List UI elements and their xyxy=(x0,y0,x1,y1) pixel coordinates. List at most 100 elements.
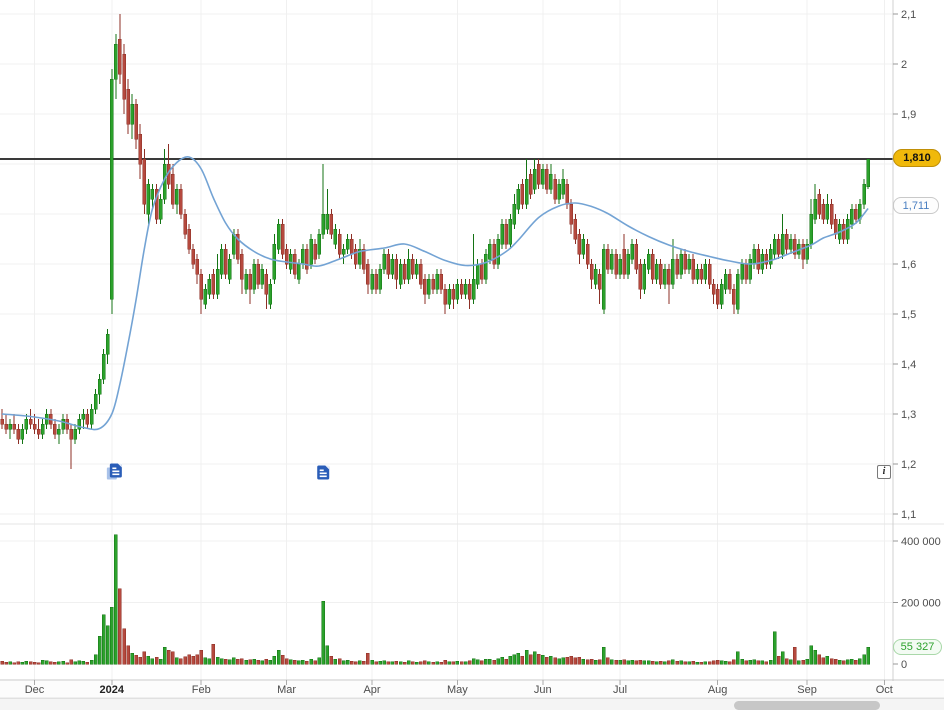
candle-body xyxy=(630,243,634,260)
volume-bar xyxy=(634,660,639,665)
candle-body xyxy=(784,233,789,250)
candle-body xyxy=(549,173,553,190)
candle-body xyxy=(744,263,748,280)
volume-bar xyxy=(171,651,175,665)
volume-bar xyxy=(520,656,525,665)
candle-body xyxy=(528,173,533,195)
price-axis-label: 2,1 xyxy=(901,9,916,21)
volume-bar xyxy=(622,659,626,665)
candle-body xyxy=(402,263,407,280)
candle-body xyxy=(345,238,350,250)
candle-body xyxy=(695,268,700,280)
candle-body xyxy=(748,258,752,280)
volume-bar xyxy=(825,656,830,665)
volume-bar xyxy=(667,660,671,665)
time-axis-label: 2024 xyxy=(100,684,125,696)
candle-body xyxy=(508,218,513,245)
scrollbar-track[interactable] xyxy=(0,698,944,710)
candle-body xyxy=(8,423,12,430)
candle-body xyxy=(573,218,578,240)
volume-bar xyxy=(858,658,862,665)
volume-bar xyxy=(236,658,240,665)
candle-body xyxy=(57,428,61,435)
candle-body xyxy=(581,238,586,255)
candle-body xyxy=(268,283,273,305)
candle-body xyxy=(752,248,756,265)
volume-bar xyxy=(654,661,659,665)
candle-body xyxy=(772,238,777,255)
candle-body xyxy=(244,273,248,290)
candle-body xyxy=(114,43,118,80)
volume-bar xyxy=(833,659,838,665)
volume-bar xyxy=(256,660,260,665)
candle-body xyxy=(732,288,736,305)
volume-bar xyxy=(162,646,167,665)
news-icon[interactable] xyxy=(105,463,122,481)
news-icon[interactable] xyxy=(317,465,330,480)
candle-body xyxy=(841,223,846,240)
candle-body xyxy=(97,378,102,395)
candle-body xyxy=(553,178,557,200)
candle-body xyxy=(850,208,854,225)
volume-bar xyxy=(288,659,293,665)
candle-body xyxy=(215,268,220,295)
candle-body xyxy=(325,213,330,230)
volume-bar xyxy=(569,656,573,665)
candle-body xyxy=(89,408,94,425)
candle-body xyxy=(711,283,716,295)
volume-bar xyxy=(797,660,801,665)
candle-body xyxy=(715,288,720,305)
volume-bar xyxy=(150,658,155,665)
candle-body xyxy=(492,243,496,265)
volume-bar xyxy=(20,661,25,665)
volume-bar xyxy=(195,654,199,665)
scrollbar-thumb[interactable] xyxy=(734,701,880,710)
candle-body xyxy=(219,248,224,275)
volume-bar xyxy=(134,655,138,665)
candle-body xyxy=(146,183,151,215)
candle-body xyxy=(817,193,822,215)
candle-body xyxy=(406,258,411,280)
candle-body xyxy=(313,243,317,260)
candle-body xyxy=(675,258,679,275)
candle-body xyxy=(288,253,293,270)
volume-bar xyxy=(264,659,269,665)
volume-bar xyxy=(602,646,606,665)
volume-bar xyxy=(801,660,805,665)
volume-bar xyxy=(89,660,94,665)
time-axis-label: Jul xyxy=(613,684,627,696)
volume-bar xyxy=(44,660,49,665)
candle-body xyxy=(764,253,769,265)
candle-body xyxy=(118,38,122,75)
candle-body xyxy=(366,263,370,285)
candle-body xyxy=(683,253,687,270)
volume-bar xyxy=(610,659,614,665)
volume-bar xyxy=(618,660,622,665)
volume-bar xyxy=(492,660,496,665)
candle-body xyxy=(736,273,740,310)
volume-bar xyxy=(723,660,728,665)
candle-body xyxy=(524,178,529,205)
time-axis-label: Dec xyxy=(25,684,45,696)
volume-bar xyxy=(638,660,643,665)
candle-body xyxy=(203,288,208,305)
candle-body xyxy=(248,273,252,290)
info-button[interactable]: i xyxy=(877,465,891,479)
candle-body xyxy=(16,428,21,440)
candle-body xyxy=(756,248,761,270)
candle-body xyxy=(471,278,476,300)
volume-bar xyxy=(28,661,33,665)
candle-body xyxy=(134,103,138,140)
candle-body xyxy=(793,238,797,255)
candle-body xyxy=(622,248,626,275)
volume-bar xyxy=(85,661,90,665)
volume-bar xyxy=(341,660,346,665)
candle-body xyxy=(593,268,598,285)
candle-body xyxy=(589,263,594,280)
candle-body xyxy=(317,233,321,255)
candle-body xyxy=(154,188,159,220)
candle-body xyxy=(32,423,37,430)
candle-body xyxy=(614,253,618,275)
time-axis-band xyxy=(0,681,944,698)
